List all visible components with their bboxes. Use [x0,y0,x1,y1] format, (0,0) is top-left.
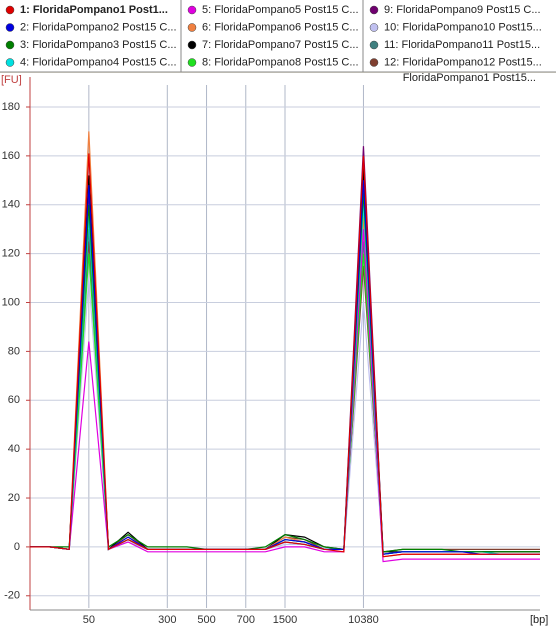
legend-marker [187,5,197,15]
legend-label: 2: FloridaPompano2 Post15 C... [20,21,177,33]
y-tick-label: 140 [2,199,20,211]
legend-label: 3: FloridaPompano3 Post15 C... [20,39,177,51]
y-tick-label: 100 [2,296,20,308]
legend-marker [5,58,15,67]
x-tick-label: 1500 [273,614,297,626]
y-tick-label: 0 [14,541,20,553]
x-tick-label: 50 [83,614,95,626]
legend-label: 7: FloridaPompano7 Post15 C... [202,39,359,51]
legend-marker [187,58,197,67]
legend-marker [369,5,379,15]
legend-label: 8: FloridaPompano8 Post15 C... [202,56,359,68]
legend-marker [187,40,197,50]
x-tick-label: 700 [237,614,255,626]
legend-marker [5,40,15,50]
y-tick-label: 160 [2,150,20,162]
legend-label: 12: FloridaPompano12 Post15... [384,56,542,68]
legend-label: 4: FloridaPompano4 Post15 C... [20,56,177,68]
x-tick-label: 10380 [348,614,379,626]
y-tick-label: 80 [8,345,20,357]
series-line [30,180,540,555]
y-tick-label: 120 [2,248,20,260]
legend-label: 10: FloridaPompano10 Post15... [384,21,542,33]
legend-marker [369,58,379,67]
legend-panel [0,0,556,72]
legend-marker [187,23,197,32]
legend-label: 6: FloridaPompano6 Post15 C... [202,21,359,33]
x-tick-label: 500 [197,614,215,626]
y-tick-label: 40 [8,443,20,455]
legend-marker [369,40,379,50]
legend-label: 11: FloridaPompano11 Post15... [384,39,540,51]
y-tick-label: 180 [2,101,20,113]
series-line [30,192,540,553]
x-axis-label: [bp] [530,614,548,626]
series-line [30,153,540,558]
legend-marker [369,23,379,32]
legend-label: 5: FloridaPompano5 Post15 C... [202,4,359,16]
y-tick-label: -20 [4,590,20,602]
series-line [30,229,540,563]
annotation: FloridaPompano1 Post15... [403,72,536,84]
legend-label: 9: FloridaPompano9 Post15 C... [384,4,541,16]
y-tick-label: 20 [8,492,20,504]
y-axis-label: [FU] [1,74,22,86]
legend-marker [5,23,15,32]
x-tick-label: 300 [158,614,176,626]
legend-label: 1: FloridaPompano1 Post1... [20,4,168,16]
legend-marker [5,5,15,15]
y-tick-label: 60 [8,394,20,406]
